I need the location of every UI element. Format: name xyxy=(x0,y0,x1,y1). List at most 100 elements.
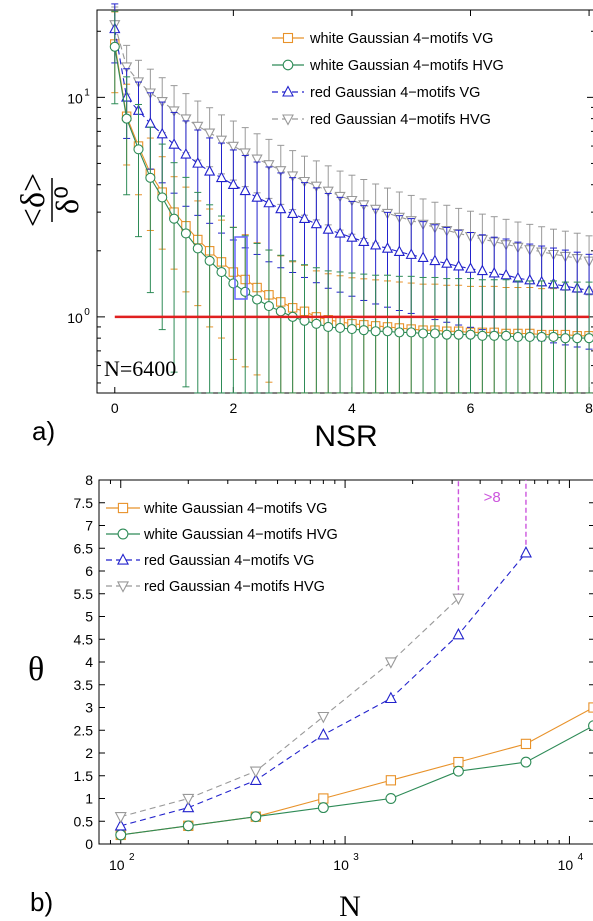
y-tick-label: 3 xyxy=(85,700,93,716)
y-tick-label: 5.5 xyxy=(74,586,94,602)
series-a-1 xyxy=(109,10,593,394)
panel-label-b: b) xyxy=(30,887,53,917)
marker-circle xyxy=(323,321,334,332)
marker-circle xyxy=(560,333,571,344)
marker-triangle-up xyxy=(322,223,334,234)
marker-circle xyxy=(204,255,215,266)
marker-triangle-up xyxy=(334,227,346,238)
marker-circle xyxy=(394,327,405,338)
marker-square xyxy=(453,756,464,768)
x-axis-label-b: N xyxy=(339,890,361,921)
marker-triangle-up xyxy=(239,184,251,196)
marker-circle xyxy=(182,820,194,832)
marker-triangle-down xyxy=(249,766,262,778)
marker-triangle-up xyxy=(393,245,405,257)
marker-triangle-down xyxy=(298,176,311,188)
legend-label: white Gaussian 4−motifs VG xyxy=(143,501,327,517)
marker-circle xyxy=(275,306,286,317)
marker-triangle-down xyxy=(215,135,228,147)
marker-triangle-up xyxy=(180,147,192,159)
x-tick-label: 4 xyxy=(348,400,356,416)
marker-triangle-down xyxy=(114,812,127,824)
y-tick-label: 10 xyxy=(67,310,83,326)
marker-circle xyxy=(452,765,464,777)
marker-triangle-up xyxy=(215,171,228,183)
y-tick-exponent: 0 xyxy=(84,307,90,318)
marker-triangle-up xyxy=(370,238,382,250)
marker-triangle-up xyxy=(464,262,477,273)
marker-circle xyxy=(501,330,512,341)
marker-square xyxy=(318,793,329,804)
marker-triangle-up xyxy=(275,202,287,214)
marker-circle xyxy=(382,326,393,337)
marker-square xyxy=(520,738,532,750)
marker-square xyxy=(385,775,397,786)
series-line xyxy=(114,28,590,291)
annotation-group-b: >8 xyxy=(457,480,527,599)
marker-triangle-up xyxy=(282,85,294,97)
marker-triangle-up xyxy=(114,819,127,831)
marker-triangle-up xyxy=(381,242,394,253)
y-tick-label: 2 xyxy=(85,745,93,761)
x-tick-label: 6 xyxy=(467,400,475,416)
marker-square xyxy=(117,502,129,514)
marker-triangle-up xyxy=(263,196,275,208)
marker-triangle-up xyxy=(417,251,429,262)
marker-circle xyxy=(465,329,476,340)
marker-circle xyxy=(370,326,381,337)
legend-a: white Gaussian 4−motifs VG white Gaussian… xyxy=(272,31,504,128)
legend-b: white Gaussian 4−motifs VG white Gaussian… xyxy=(106,501,338,595)
marker-circle xyxy=(228,278,239,289)
marker-triangle-down xyxy=(384,657,397,669)
y-tick-label: 1 xyxy=(85,791,93,807)
x-tick-label: 10 xyxy=(558,857,574,873)
y-tick-label: 4.5 xyxy=(74,631,94,647)
y-axis-label-a-text: <δ> xyxy=(15,173,52,227)
y-tick-label: 5 xyxy=(85,609,93,625)
legend-label: red Gaussian 4−motifs HVG xyxy=(310,112,491,128)
x-tick-label: 2 xyxy=(229,400,237,416)
marker-circle xyxy=(441,329,452,340)
marker-circle xyxy=(572,333,583,344)
legend-label: white Gaussian 4−motifs HVG xyxy=(143,527,338,543)
marker-triangle-down xyxy=(287,171,299,183)
marker-circle xyxy=(406,327,417,338)
y-axis-label-a-denominator: δ⁰ xyxy=(49,186,85,214)
marker-triangle-up xyxy=(298,212,311,223)
x-tick-exponent: 2 xyxy=(129,852,135,863)
y-tick-label: 6.5 xyxy=(74,540,94,556)
marker-circle xyxy=(385,793,397,804)
marker-triangle-down xyxy=(251,154,263,166)
legend-label: white Gaussian 4−motifs HVG xyxy=(309,58,504,74)
marker-triangle-down xyxy=(180,114,192,126)
series-group-a xyxy=(109,3,593,394)
marker-triangle-down xyxy=(204,128,216,140)
marker-triangle-up xyxy=(249,773,262,785)
marker-triangle-down xyxy=(227,141,239,153)
marker-triangle-up xyxy=(453,259,465,271)
marker-circle xyxy=(548,331,559,343)
marker-circle xyxy=(117,528,129,540)
annotation-n: N=6400 xyxy=(104,356,176,381)
marker-circle xyxy=(358,325,369,336)
marker-triangle-down xyxy=(121,62,133,74)
marker-triangle-up xyxy=(384,691,397,704)
marker-triangle-up xyxy=(519,546,532,558)
marker-triangle-up xyxy=(500,268,512,280)
marker-circle xyxy=(252,294,263,305)
x-axis-label-a: NSR xyxy=(314,420,377,453)
x-tick-exponent: 4 xyxy=(578,852,584,863)
y-tick-exponent: 1 xyxy=(84,87,90,98)
y-tick-label: 8 xyxy=(85,472,93,488)
marker-circle xyxy=(453,329,464,340)
marker-circle xyxy=(418,328,429,339)
marker-triangle-up xyxy=(204,165,216,176)
marker-triangle-up xyxy=(182,800,195,813)
marker-triangle-down xyxy=(275,166,287,177)
marker-square xyxy=(588,702,593,713)
y-tick-label: 7 xyxy=(85,518,93,534)
marker-triangle-down xyxy=(263,160,275,171)
